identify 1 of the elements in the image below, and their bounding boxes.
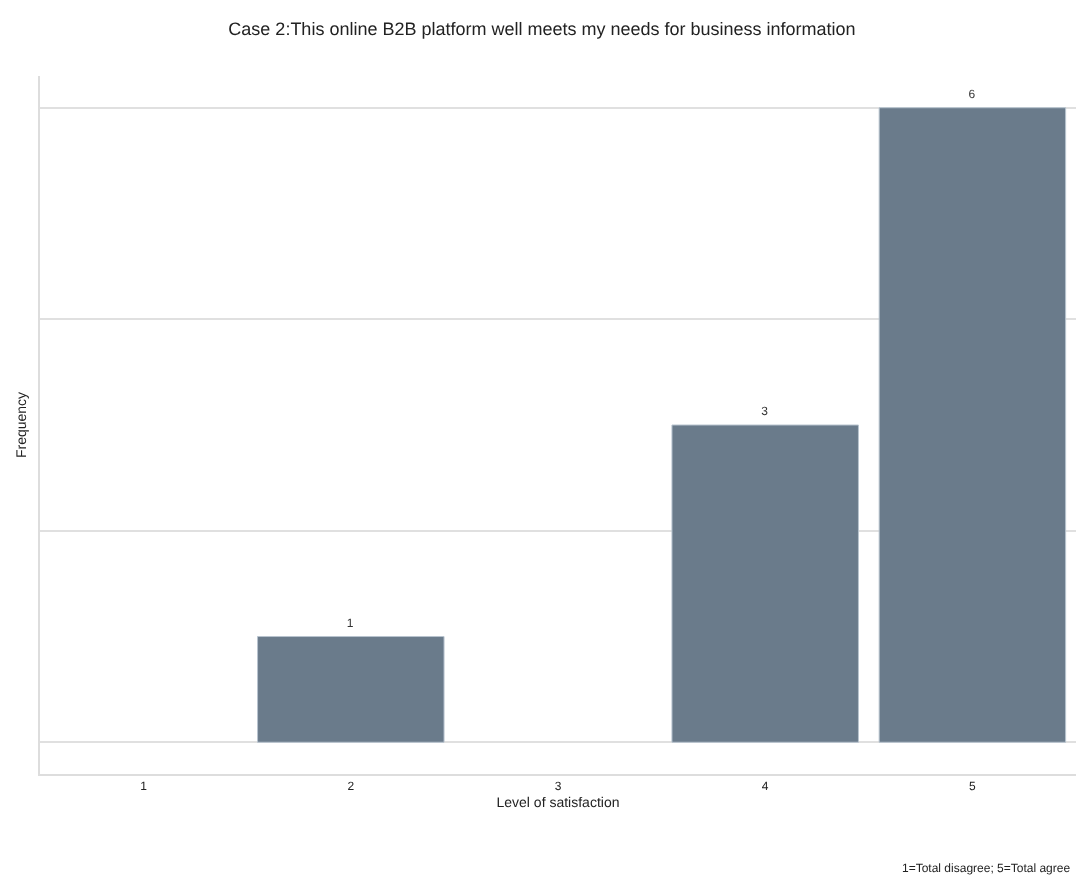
chart-title: Case 2:This online B2B platform well meets my needs for business information [228, 18, 856, 39]
